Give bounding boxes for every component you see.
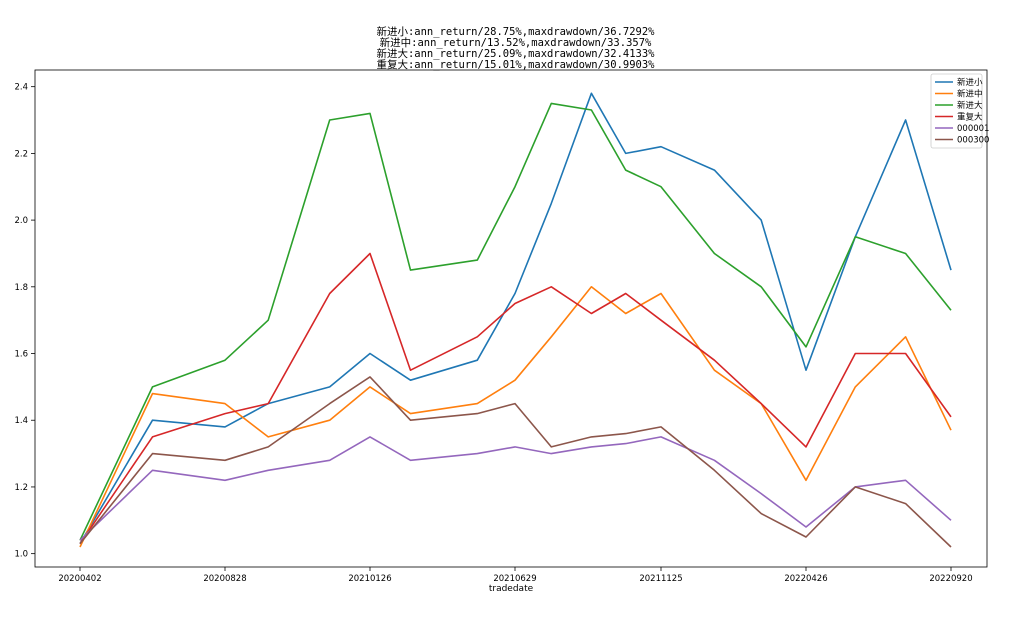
x-tick-label: 20200828	[203, 574, 246, 584]
series-line-新进中	[79, 285, 952, 548]
legend-label: 000001	[957, 124, 989, 134]
plot-frame	[34, 69, 988, 568]
series-line-000001	[79, 436, 952, 541]
series-line-新进大	[79, 102, 952, 541]
series-line-000300	[79, 376, 952, 548]
x-axis-label: tradedate	[489, 584, 534, 594]
chart-title-line-1: 新进小:ann_return/28.75%,maxdrawdown/36.729…	[376, 26, 655, 38]
legend-label: 新进中	[957, 89, 983, 100]
y-tick-label: 1.4	[14, 416, 28, 426]
y-tick-label: 2.0	[14, 216, 28, 226]
y-tick-label: 1.0	[14, 550, 28, 560]
y-tick-label: 2.2	[14, 149, 28, 159]
legend-label: 新进大	[957, 100, 983, 111]
legend-label: 000300	[957, 136, 989, 146]
x-tick-label: 20210126	[348, 574, 391, 584]
y-tick-label: 1.2	[14, 483, 28, 493]
chart-title-line-4: 重复大:ann_return/15.01%,maxdrawdown/30.990…	[376, 59, 655, 71]
x-tick-label: 20220426	[784, 574, 827, 584]
y-tick-label: 1.8	[14, 283, 28, 293]
chart-title-line-3: 新进大:ann_return/25.09%,maxdrawdown/32.413…	[376, 48, 655, 60]
legend-label: 新进小	[957, 77, 983, 88]
x-tick-label: 20210629	[493, 574, 536, 584]
x-tick-label: 20200402	[58, 574, 101, 584]
chart-title-line-2: 新进中:ann_return/13.52%,maxdrawdown/33.357…	[379, 37, 652, 49]
series-line-新进小	[79, 92, 952, 545]
y-tick-label: 2.4	[14, 83, 28, 93]
y-tick-label: 1.6	[14, 350, 28, 360]
legend-box	[930, 73, 983, 149]
series-line-重复大	[79, 252, 952, 545]
x-tick-label: 20220920	[929, 574, 972, 584]
x-tick-label: 20211125	[639, 574, 682, 584]
legend-label: 重复大	[957, 112, 983, 123]
